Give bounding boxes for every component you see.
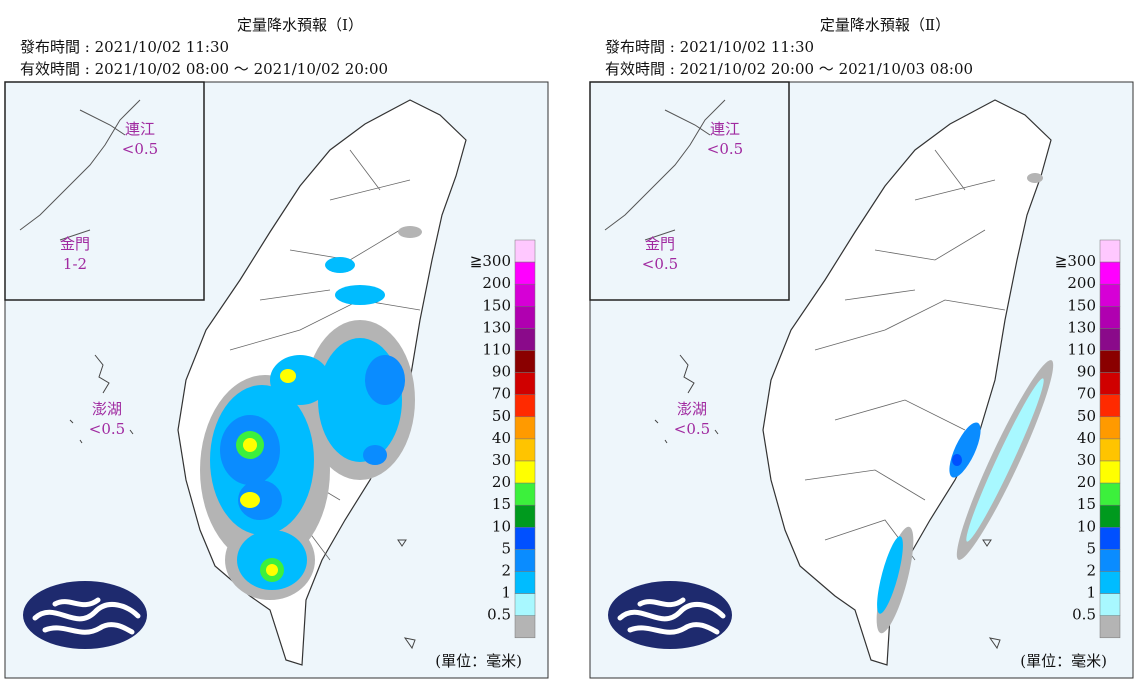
legend-swatch xyxy=(514,527,536,550)
legend-swatch xyxy=(514,372,536,395)
legend-label: 2 xyxy=(501,562,511,580)
legend-label: 130 xyxy=(482,318,511,336)
place-value: <0.5 xyxy=(642,255,678,273)
place-value: <0.5 xyxy=(707,140,743,158)
legend-swatch xyxy=(1099,549,1121,572)
legend-swatch xyxy=(514,283,536,307)
legend-swatch xyxy=(514,261,536,285)
legend-swatch xyxy=(514,593,536,616)
legend-swatch xyxy=(514,549,536,572)
legend-label: 50 xyxy=(492,407,511,425)
place-name: 連江 xyxy=(125,120,155,138)
rain-areas xyxy=(200,226,422,600)
legend-label: 1 xyxy=(1086,584,1096,602)
place-value: <0.5 xyxy=(674,420,710,438)
legend-swatch xyxy=(1099,239,1121,263)
legend-label: 30 xyxy=(1077,451,1096,469)
legend-swatch xyxy=(1099,306,1121,329)
legend-label: 200 xyxy=(1067,274,1096,292)
legend-label: 30 xyxy=(492,451,511,469)
legend-swatch xyxy=(514,239,536,263)
legend-swatch xyxy=(1099,460,1121,484)
legend-label: 90 xyxy=(1077,363,1096,381)
place-name: 連江 xyxy=(710,120,740,138)
panel-1: 定量降水預報（Ⅰ） 發布時間 : 2021/10/02 11:30 有效時間 : 2… xyxy=(5,16,548,678)
legend-label: 1 xyxy=(501,584,511,602)
legend-label: 0.5 xyxy=(1072,606,1096,624)
legend-swatch xyxy=(1099,527,1121,550)
panel-2: 定量降水預報（Ⅱ） 發布時間 : 2021/10/02 11:30 有效時間 : 2… xyxy=(590,16,1133,678)
legend-label: 5 xyxy=(1086,539,1096,557)
legend-swatch xyxy=(514,416,536,440)
legend-swatch xyxy=(514,328,536,351)
legend-label: 40 xyxy=(492,429,511,447)
legend-label: 20 xyxy=(492,473,511,491)
place-value: 1-2 xyxy=(63,255,87,273)
legend-label: 70 xyxy=(492,385,511,403)
legend-swatch xyxy=(514,306,536,329)
issued-time: 發布時間 : 2021/10/02 11:30 xyxy=(605,38,814,56)
legend-label: 10 xyxy=(492,517,511,535)
legend-swatch xyxy=(1099,261,1121,285)
legend-swatch xyxy=(514,571,536,594)
legend-swatch xyxy=(1099,593,1121,616)
legend-label: ≧300 xyxy=(1055,252,1096,270)
legend-label: 15 xyxy=(1077,495,1096,513)
legend-swatch xyxy=(1099,283,1121,307)
legend-swatch xyxy=(1099,615,1121,639)
legend-label: 2 xyxy=(1086,562,1096,580)
valid-time: 有效時間 : 2021/10/02 20:00 ～ 2021/10/03 08:… xyxy=(605,60,973,78)
place-value: <0.5 xyxy=(89,420,125,438)
legend-label: 70 xyxy=(1077,385,1096,403)
legend-swatch xyxy=(514,350,536,373)
legend-label: 130 xyxy=(1067,318,1096,336)
legend-swatch xyxy=(1099,328,1121,351)
legend-label: 0.5 xyxy=(487,606,511,624)
issued-time: 發布時間 : 2021/10/02 11:30 xyxy=(20,38,229,56)
panel-title: 定量降水預報（Ⅰ） xyxy=(237,16,363,34)
legend-label: 50 xyxy=(1077,407,1096,425)
legend-swatch xyxy=(1099,350,1121,373)
legend-swatch xyxy=(1099,571,1121,594)
place-name: 金門 xyxy=(60,235,90,253)
legend-swatch xyxy=(514,615,536,639)
unit-label: (單位：毫米) xyxy=(435,652,522,670)
legend-label: ≧300 xyxy=(470,252,511,270)
legend-label: 40 xyxy=(1077,429,1096,447)
legend-swatch xyxy=(514,438,536,462)
panel-title: 定量降水預報（Ⅱ） xyxy=(820,16,950,34)
legend-label: 90 xyxy=(492,363,511,381)
legend-label: 110 xyxy=(1067,341,1096,359)
legend-swatch xyxy=(1099,416,1121,440)
legend-label: 110 xyxy=(482,341,511,359)
legend-label: 5 xyxy=(501,539,511,557)
legend-label: 10 xyxy=(1077,517,1096,535)
legend-swatch xyxy=(1099,504,1121,528)
legend-swatch xyxy=(1099,394,1121,418)
legend-swatch xyxy=(1099,372,1121,395)
legend-label: 150 xyxy=(1067,296,1096,314)
rain-areas xyxy=(876,173,1054,634)
legend-swatch xyxy=(514,504,536,528)
legend-label: 15 xyxy=(492,495,511,513)
place-name: 澎湖 xyxy=(92,400,122,418)
legend-swatch xyxy=(514,460,536,484)
legend-swatch xyxy=(1099,482,1121,506)
place-name: 澎湖 xyxy=(677,400,707,418)
legend-label: 150 xyxy=(482,296,511,314)
place-value: <0.5 xyxy=(122,140,158,158)
legend-label: 200 xyxy=(482,274,511,292)
legend-swatch xyxy=(514,482,536,506)
legend-swatch xyxy=(514,394,536,418)
unit-label: (單位：毫米) xyxy=(1020,652,1107,670)
valid-time: 有效時間 : 2021/10/02 08:00 ～ 2021/10/02 20:… xyxy=(20,60,388,78)
legend-swatch xyxy=(1099,438,1121,462)
place-name: 金門 xyxy=(645,235,675,253)
legend-label: 20 xyxy=(1077,473,1096,491)
